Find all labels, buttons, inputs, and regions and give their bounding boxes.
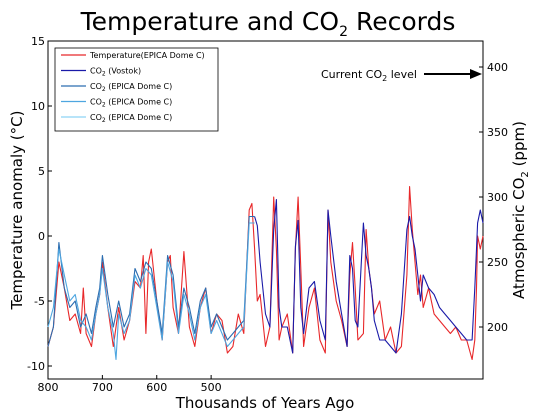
y-right-tick-label: 250 [487, 256, 508, 269]
annotation-text: Current CO2 level [321, 68, 417, 83]
x-axis-ticks: 800 700 600 500 [38, 375, 222, 394]
legend-label: CO2 (EPICA Dome C) [90, 98, 172, 109]
annotation-text-tail: level [387, 68, 417, 81]
chart-title-main: Temperature and CO [80, 7, 339, 36]
series-line-2 [47, 215, 255, 347]
legend-label: CO2 (Vostok) [90, 67, 141, 78]
legend: Temperature(EPICA Dome C) CO2 (Vostok) CO2… [54, 47, 219, 132]
y-axis-left-label: Temperature anomaly (°C) [8, 111, 26, 311]
y-right-tick-label: 200 [487, 321, 508, 334]
series-group [47, 186, 484, 361]
annotation-arrowhead [470, 69, 482, 79]
annotation-text-subscript: 2 [382, 74, 387, 83]
chart-title: Temperature and CO2 Records [80, 7, 456, 40]
y-axis-right-label-main: Atmospheric CO [510, 178, 528, 299]
x-tick-label: 500 [201, 381, 222, 394]
y-right-tick-label: 300 [487, 191, 508, 204]
y-axis-left-ticks: -10 -5 0 5 10 15 [27, 35, 52, 373]
x-tick-label: 700 [92, 381, 113, 394]
chart-title-subscript: 2 [339, 24, 348, 40]
y-left-tick-label: 10 [31, 100, 45, 113]
y-left-tick-label: 5 [38, 165, 45, 178]
chart-title-tail: Records [348, 7, 455, 36]
y-axis-right-label-tail: (ppm) [510, 121, 528, 171]
y-right-tick-label: 400 [487, 61, 508, 74]
y-axis-right-label-subscript: 2 [520, 171, 531, 177]
y-axis-right-label: Atmospheric CO2 (ppm) [510, 121, 531, 299]
plot-frame [47, 40, 484, 380]
x-tick-label: 600 [146, 381, 167, 394]
y-left-tick-label: 15 [31, 35, 45, 48]
y-left-tick-label: 0 [38, 230, 45, 243]
x-tick-label: 800 [38, 381, 59, 394]
series-line-3 [47, 222, 255, 361]
series-line-1 [254, 199, 484, 354]
y-right-tick-label: 350 [487, 126, 508, 139]
legend-label: Temperature(EPICA Dome C) [89, 51, 205, 60]
x-axis-label: Thousands of Years Ago [175, 394, 355, 412]
y-left-tick-label: -10 [27, 360, 45, 373]
annotation-current-co2: Current CO2 level [321, 68, 482, 83]
y-left-tick-label: -5 [34, 295, 45, 308]
y-axis-right-ticks: 200 250 300 350 400 [479, 61, 508, 334]
legend-label: CO2 (EPICA Dome C) [90, 82, 172, 93]
annotation-text-main: Current CO [321, 68, 382, 81]
legend-label: CO2 (EPICA Dome C) [90, 113, 172, 124]
